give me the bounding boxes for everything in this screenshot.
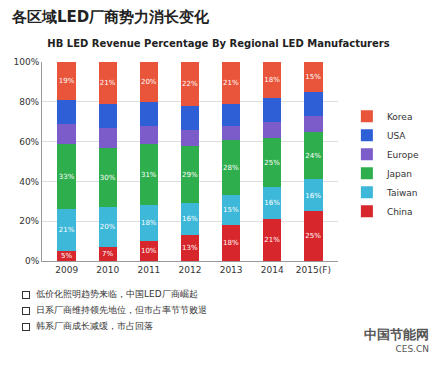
svg-text:2015(F): 2015(F) [296, 265, 331, 275]
svg-text:USA: USA [387, 131, 406, 141]
svg-text:21%: 21% [264, 235, 280, 244]
svg-text:15%: 15% [305, 72, 321, 81]
html-text:各区域LED厂商势力消长变化: 各区域LED厂商势力消长变化 [12, 8, 210, 26]
svg-text:0%: 0% [25, 256, 40, 266]
svg-text:30%: 30% [100, 173, 116, 182]
svg-text:2014: 2014 [261, 265, 284, 275]
html-text:韩系厂商成长减缓，市占回落: 韩系厂商成长减缓，市占回落 [36, 321, 153, 331]
svg-text:21%: 21% [59, 225, 75, 234]
svg-text:China: China [387, 207, 413, 217]
svg-text:20%: 20% [141, 77, 157, 86]
svg-text:20%: 20% [19, 216, 39, 226]
svg-text:2012: 2012 [179, 265, 202, 275]
svg-text:21%: 21% [223, 78, 239, 87]
svg-text:19%: 19% [59, 76, 75, 85]
svg-text:HB LED Revenue Percentage By R: HB LED Revenue Percentage By Regional LE… [47, 38, 389, 49]
svg-text:33%: 33% [59, 172, 75, 181]
svg-text:18%: 18% [264, 75, 280, 84]
html-text:中国节能网: 中国节能网 [364, 327, 429, 342]
svg-text:Europe: Europe [387, 150, 419, 160]
svg-text:13%: 13% [182, 243, 198, 252]
svg-text:29%: 29% [182, 170, 198, 179]
svg-text:31%: 31% [141, 170, 157, 179]
svg-text:2011: 2011 [137, 265, 160, 275]
html-text:CES.CN: CES.CN [395, 344, 429, 354]
svg-text:10%: 10% [141, 246, 157, 255]
svg-text:16%: 16% [182, 214, 198, 223]
svg-text:21%: 21% [100, 78, 116, 87]
svg-text:80%: 80% [19, 97, 39, 107]
svg-text:20%: 20% [100, 222, 116, 231]
svg-text:25%: 25% [264, 158, 280, 167]
svg-text:22%: 22% [182, 79, 198, 88]
svg-text:100%: 100% [13, 57, 39, 67]
svg-text:24%: 24% [305, 151, 321, 160]
svg-text:Taiwan: Taiwan [386, 188, 418, 198]
svg-text:5%: 5% [61, 251, 72, 260]
html-text:日系厂商维持领先地位，但市占率节节败退: 日系厂商维持领先地位，但市占率节节败退 [36, 305, 207, 315]
svg-text:15%: 15% [223, 205, 239, 214]
svg-text:Japan: Japan [386, 169, 412, 179]
svg-text:2009: 2009 [55, 265, 78, 275]
svg-text:18%: 18% [223, 238, 239, 247]
svg-text:2013: 2013 [220, 265, 243, 275]
svg-text:28%: 28% [223, 163, 239, 172]
svg-text:16%: 16% [264, 198, 280, 207]
html-text:低价化照明趋势来临，中国LED厂商崛起: 低价化照明趋势来临，中国LED厂商崛起 [36, 289, 198, 299]
svg-text:25%: 25% [305, 231, 321, 240]
svg-text:40%: 40% [19, 177, 39, 187]
svg-text:16%: 16% [305, 191, 321, 200]
svg-text:18%: 18% [141, 218, 157, 227]
svg-text:Korea: Korea [387, 112, 413, 122]
svg-text:60%: 60% [19, 137, 39, 147]
svg-text:7%: 7% [102, 249, 113, 258]
svg-text:2010: 2010 [96, 265, 119, 275]
